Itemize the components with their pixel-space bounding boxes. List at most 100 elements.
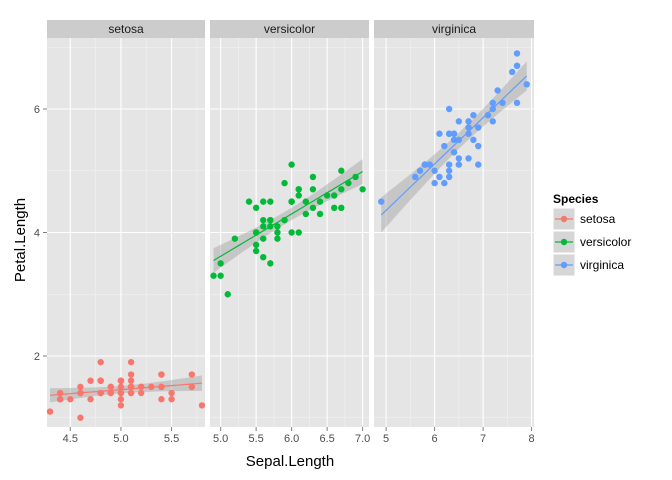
point-setosa-28 [137,389,145,397]
point-versicolor-19 [260,235,267,242]
point-setosa-3 [77,383,84,391]
legend: Species setosa versicolor virginica [552,192,631,277]
point-virginica-32 [450,130,458,137]
point-setosa-8 [56,389,64,397]
point-versicolor-14 [260,253,267,261]
point-virginica-12 [470,136,477,144]
point-versicolor-49 [267,223,274,230]
facet-strip-setosa [47,20,205,38]
point-setosa-17 [127,389,135,397]
point-versicolor-21 [295,229,302,236]
point-setosa-49 [117,389,125,397]
legend-title: Species [553,192,599,206]
point-virginica-48 [441,142,448,150]
point-virginica-7 [494,87,501,94]
point-setosa-18 [188,371,196,378]
point-versicolor-39 [252,229,260,236]
point-setosa-34 [107,383,115,391]
point-versicolor-23 [295,186,302,193]
legend-key-point-versicolor [560,238,568,246]
point-virginica-36 [445,130,453,137]
x-tick-label-virginica-2: 7 [480,433,486,445]
point-versicolor-44 [260,216,267,224]
point-setosa-40 [117,396,125,403]
point-versicolor-0 [359,186,366,193]
point-versicolor-35 [288,198,295,205]
point-setosa-31 [158,383,165,391]
point-versicolor-40 [252,204,260,212]
facet-strip-virginica [374,20,534,38]
fit-line-virginica [380,75,528,216]
point-virginica-42 [421,161,429,168]
point-versicolor-6 [309,186,317,193]
point-versicolor-30 [252,241,260,249]
point-versicolor-34 [245,198,253,205]
point-versicolor-1 [316,198,324,205]
point-virginica-8 [465,118,472,125]
point-setosa-16 [158,396,165,403]
y-tick-label-2: 6 [34,104,40,116]
point-virginica-45 [465,155,472,162]
point-virginica-22 [513,62,521,69]
legend-key-point-setosa [560,215,568,223]
point-virginica-6 [378,198,385,205]
point-setosa-42 [56,396,64,403]
point-setosa-20 [158,371,165,378]
x-tick-label-versicolor-4: 7.0 [355,433,370,445]
point-versicolor-31 [252,247,260,255]
x-tick-label-virginica-0: 5 [383,433,389,445]
facet-strip-label-virginica: virginica [432,22,476,36]
point-versicolor-26 [345,179,352,187]
point-virginica-10 [455,161,463,168]
x-axis-title: Sepal.Length [246,453,334,470]
point-versicolor-11 [281,216,288,224]
point-versicolor-10 [217,260,224,267]
point-versicolor-16 [260,198,267,205]
point-virginica-9 [489,99,496,107]
point-versicolor-27 [338,167,345,174]
legend-key-point-virginica [560,261,568,269]
point-setosa-44 [127,358,135,366]
point-virginica-0 [445,105,453,113]
point-versicolor-47 [302,210,310,218]
facet-panels: 2 4 6 setosa 4.5 5.0 5.5 versicolor 5.0 5.5 6.0 6.5… [34,20,535,445]
point-virginica-39 [475,142,482,150]
point-virginica-20 [475,124,482,131]
point-versicolor-5 [267,198,274,205]
point-versicolor-20 [281,179,288,187]
point-versicolor-7 [210,272,217,279]
point-setosa-13 [46,408,54,415]
point-versicolor-38 [260,223,267,230]
point-versicolor-42 [274,229,281,236]
point-versicolor-22 [309,173,317,181]
point-versicolor-25 [331,204,338,212]
point-virginica-47 [455,155,463,162]
point-setosa-7 [117,383,125,391]
legend-label-setosa: setosa [580,212,616,226]
point-versicolor-2 [352,173,359,181]
point-virginica-38 [431,179,438,187]
point-virginica-33 [445,161,453,168]
point-virginica-18 [513,50,521,57]
x-tick-label-setosa-0: 4.5 [63,433,78,445]
point-versicolor-36 [338,186,345,193]
point-setosa-15 [188,383,196,391]
point-virginica-2 [484,111,492,119]
point-setosa-32 [137,383,145,391]
point-virginica-13 [416,167,424,174]
x-tick-label-virginica-1: 6 [432,433,438,445]
y-axis-title: Petal.Length [12,198,29,282]
point-versicolor-9 [231,235,239,242]
point-versicolor-18 [302,198,310,205]
point-setosa-41 [67,396,74,403]
panel-virginica: virginica 5 6 7 8 [374,20,535,445]
point-versicolor-41 [295,192,302,199]
point-versicolor-43 [217,272,224,279]
legend-label-versicolor: versicolor [580,235,631,249]
x-tick-label-setosa-2: 5.5 [164,433,179,445]
x-tick-label-setosa-1: 5.0 [113,433,128,445]
point-setosa-46 [127,377,135,384]
point-versicolor-48 [224,291,231,298]
point-virginica-29 [489,118,496,125]
